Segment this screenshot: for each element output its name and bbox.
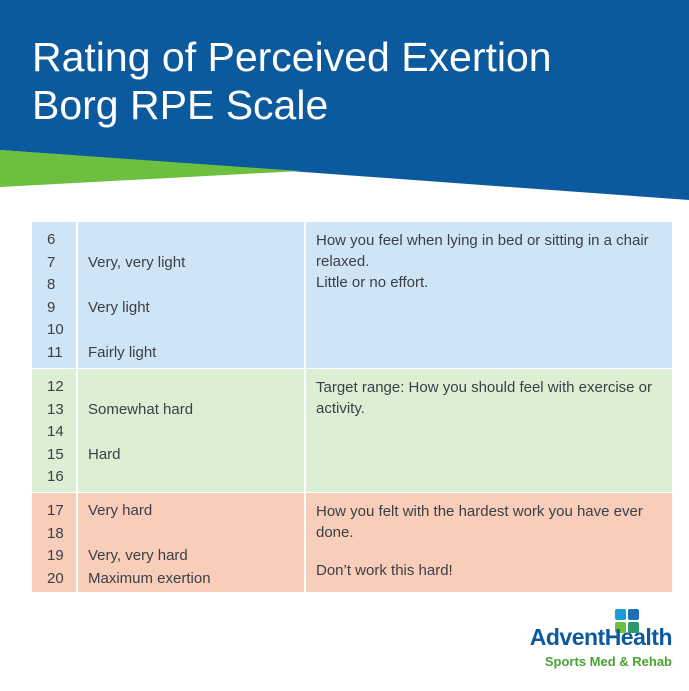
rpe-number: 16 [47, 468, 64, 485]
table-section [32, 493, 672, 592]
rpe-label: Somewhat hard [88, 400, 194, 418]
rpe-number: 14 [47, 423, 64, 440]
rpe-number: 20 [47, 569, 64, 587]
title-line: Rating of Perceived Exertion [32, 34, 552, 80]
description-text: How you felt with the hardest work you h… [316, 503, 643, 541]
rpe-label: Maximum exertion [88, 569, 211, 587]
logo-tagline: Sports Med & Rehab [544, 654, 672, 669]
description-text: How you feel when lying in bed or sittin… [316, 232, 649, 270]
rpe-number: 10 [47, 321, 64, 338]
logo-name: AdventHealth [529, 624, 673, 650]
description: How you felt with the hardest work you h… [316, 501, 661, 581]
rpe-number: 8 [47, 276, 56, 293]
column-divider [304, 369, 306, 492]
column-divider [76, 369, 78, 492]
column-divider [76, 222, 78, 368]
column-divider [76, 493, 78, 592]
rpe-number: 19 [47, 547, 64, 564]
rpe-label: Fairly light [88, 343, 157, 361]
rpe-number: 17 [47, 502, 64, 519]
logo-icon [615, 609, 639, 633]
rpe-number: 13 [47, 400, 64, 418]
rpe-number: 9 [47, 298, 56, 316]
table-section [32, 369, 672, 492]
column-divider [304, 493, 306, 592]
section-divider [32, 368, 672, 369]
description-text: Don’t work this hard! [316, 562, 453, 579]
title-line: Borg RPE Scale [32, 82, 329, 128]
rpe-number: 12 [47, 378, 64, 395]
description-text: Little or no effort. [316, 274, 429, 291]
table-section [32, 222, 672, 368]
rpe-number: 18 [47, 524, 64, 542]
header-bg [0, 0, 689, 200]
header-stripe [0, 150, 300, 187]
section-divider [32, 492, 672, 493]
description: Target range: How you should feel with e… [316, 377, 661, 419]
rpe-label: Hard [88, 445, 121, 463]
description-text: Target range: How you should feel with e… [316, 379, 653, 417]
description: How you feel when lying in bed or sittin… [316, 230, 661, 293]
rpe-label: Very hard [88, 502, 153, 519]
rpe-number: 6 [47, 231, 56, 248]
rpe-label: Very, very hard [88, 547, 188, 564]
rpe-number: 7 [47, 253, 56, 271]
rpe-label: Very, very light [88, 253, 186, 271]
rpe-number: 15 [47, 445, 64, 463]
rpe-label: Very light [88, 298, 150, 316]
header-band [0, 0, 689, 200]
column-divider [304, 222, 306, 368]
rpe-number: 11 [47, 343, 63, 361]
